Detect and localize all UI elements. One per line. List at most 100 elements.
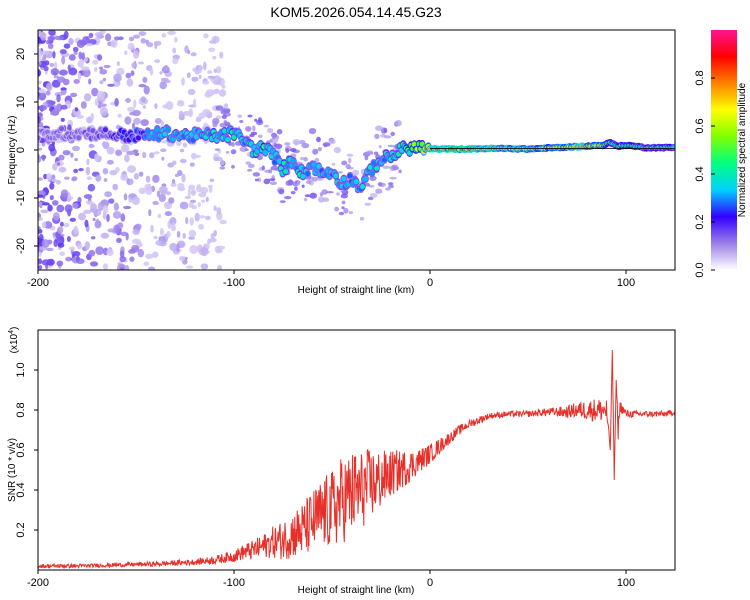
spectrogram-y-ticks: -20 -10 0 10 20 — [15, 48, 38, 254]
spectrogram-noise-speckle — [38, 69, 41, 77]
spectrogram-noise-speckle — [100, 232, 110, 239]
spectrogram-ridge-cell — [305, 171, 311, 177]
spectrogram-noise-speckle — [60, 104, 68, 110]
spectrogram-noise-speckle — [370, 192, 378, 198]
spectrogram-noise-speckle — [61, 55, 66, 65]
spectrogram-noise-speckle — [312, 149, 317, 155]
spectrogram-noise-speckle — [99, 106, 108, 116]
spectrogram-noise-speckle — [274, 143, 283, 150]
spectrogram-noise-speckle — [382, 165, 391, 169]
spectrogram-noise-speckle — [39, 105, 47, 111]
spectrogram-noise-speckle — [117, 36, 124, 41]
spectrogram-noise-speckle — [63, 222, 70, 228]
spectrogram-noise-speckle — [203, 33, 209, 39]
spectrogram-noise-speckle — [48, 35, 55, 42]
spectrogram-noise-speckle — [173, 36, 178, 43]
spectrogram-noise-speckle — [145, 175, 151, 183]
spectrogram-noise-speckle — [64, 204, 73, 213]
spectrogram-noise-speckle — [383, 127, 388, 134]
spectrogram-noise-speckle — [65, 256, 72, 262]
spectrogram-noise-speckle — [96, 90, 105, 100]
spectrogram-noise-speckle — [80, 101, 87, 109]
spectrogram-noise-speckle — [57, 226, 64, 234]
spectrogram-noise-speckle — [153, 151, 160, 155]
spectrogram-noise-speckle — [289, 148, 297, 152]
spectrogram-marks — [38, 30, 675, 270]
spectrogram-noise-speckle — [138, 171, 144, 177]
spectrogram-noise-speckle — [115, 149, 123, 156]
spectrogram-noise-speckle — [72, 251, 81, 257]
spectrogram-noise-speckle — [164, 80, 172, 83]
spectrogram-noise-speckle — [50, 110, 59, 116]
spectrogram-noise-speckle — [55, 103, 63, 112]
spectrogram-noise-speckle — [247, 114, 253, 118]
spectrogram-noise-speckle — [72, 46, 79, 53]
spectrogram-noise-speckle — [213, 230, 217, 237]
spectrogram-noise-speckle — [38, 177, 43, 181]
spectrogram-noise-speckle — [244, 148, 249, 151]
spectrogram-noise-speckle — [326, 191, 334, 194]
spectrogram-noise-speckle — [202, 80, 210, 85]
spectrogram-noise-speckle — [38, 112, 43, 118]
spectrogram-noise-speckle — [52, 200, 59, 206]
spectrogram-noise-speckle — [267, 128, 274, 134]
spectrogram-noise-speckle — [192, 67, 197, 72]
spectrogram-noise-speckle — [317, 147, 322, 152]
spectrogram-noise-speckle — [191, 205, 198, 210]
spectrogram-noise-speckle — [49, 63, 55, 67]
spectrogram-noise-speckle — [54, 35, 64, 41]
spectrogram-noise-speckle — [138, 84, 147, 88]
spectrogram-noise-speckle — [72, 145, 80, 152]
spectrogram-noise-speckle — [85, 200, 94, 205]
spectrogram-noise-speckle — [172, 57, 179, 65]
spectrogram-noise-speckle — [230, 149, 237, 155]
spectrogram-noise-speckle — [190, 52, 197, 57]
spectrogram-y-tick-label: -10 — [15, 190, 27, 206]
spectrogram-noise-speckle — [212, 123, 218, 128]
spectrogram-noise-speckle — [284, 142, 291, 146]
spectrogram-noise-speckle — [253, 131, 258, 136]
spectrogram-noise-speckle — [120, 231, 128, 237]
spectrogram-noise-speckle — [308, 128, 317, 135]
spectrogram-noise-speckle — [95, 218, 100, 226]
spectrogram-noise-speckle — [394, 120, 402, 127]
spectrogram-noise-speckle — [76, 39, 85, 48]
spectrogram-noise-speckle — [133, 117, 141, 125]
spectrogram-noise-speckle — [182, 142, 188, 148]
spectrogram-noise-speckle — [124, 265, 130, 270]
spectrogram-ridge-cell — [347, 173, 353, 179]
spectrogram-noise-speckle — [80, 66, 90, 71]
spectrogram-ridge-cell — [154, 126, 160, 132]
spectrogram-noise-speckle — [161, 33, 167, 38]
spectrogram-noise-speckle — [88, 143, 95, 149]
spectrogram-noise-speckle — [41, 50, 50, 55]
spectrogram-noise-speckle — [131, 122, 136, 130]
spectrogram-noise-speckle — [198, 223, 205, 230]
spectrogram-x-tick-label: 100 — [617, 277, 635, 289]
spectrogram-noise-speckle — [70, 92, 78, 98]
spectrogram-noise-speckle — [41, 221, 47, 229]
spectrogram-noise-speckle — [124, 116, 132, 125]
spectrogram-noise-speckle — [200, 247, 209, 257]
spectrogram-ridge-cell — [165, 126, 171, 133]
spectrogram-noise-speckle — [49, 182, 55, 190]
spectrogram-ridge-cell — [225, 136, 231, 143]
spectrogram-noise-speckle — [56, 260, 64, 267]
spectrogram-noise-speckle — [212, 80, 221, 85]
spectrogram-noise-speckle — [162, 104, 169, 109]
spectrogram-noise-speckle — [219, 166, 226, 170]
spectrogram-noise-speckle — [116, 237, 122, 243]
spectrogram-noise-speckle — [87, 183, 96, 192]
spectrogram-y-label: Frequency (Hz) — [7, 116, 18, 185]
spectrogram-noise-speckle — [146, 42, 154, 48]
spectrogram-noise-speckle — [209, 178, 215, 183]
spectrogram-noise-speckle — [123, 193, 128, 201]
spectrogram-noise-speckle — [90, 203, 97, 212]
spectrogram-noise-speckle — [169, 217, 177, 226]
spectrogram-noise-speckle — [115, 81, 121, 86]
spectrogram-noise-speckle — [85, 166, 91, 176]
snr-y-scale-close: ) — [9, 327, 20, 330]
spectrogram-noise-speckle — [100, 200, 106, 205]
spectrogram-noise-speckle — [389, 176, 397, 180]
spectrogram-noise-speckle — [143, 85, 150, 95]
